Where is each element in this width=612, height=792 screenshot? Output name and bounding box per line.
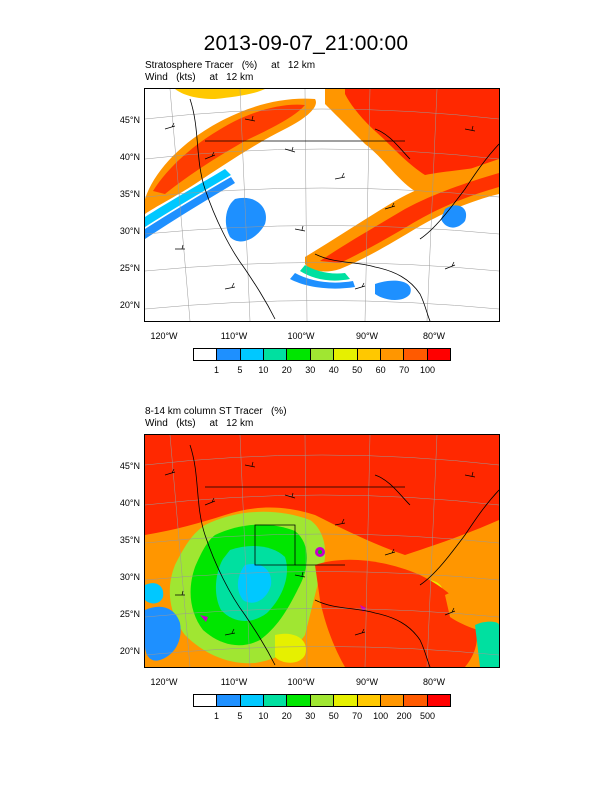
panel1-title-line2: Wind (kts) at 12 km [145,72,254,83]
panel1-title-line1: Stratosphere Tracer (%) at 12 km [145,60,316,71]
colorbar-tick-label: 100 [420,365,436,375]
colorbar-swatch [217,349,241,360]
colorbar-swatch [427,349,450,360]
colorbar-swatch [357,695,381,706]
colorbar-tick-label: 100 [373,711,389,721]
panel2-lat-label: 45°N [119,461,140,471]
colorbar-swatch [404,695,428,706]
colorbar-swatch [240,695,265,706]
panel2-lon-label: 120°W [150,677,178,687]
panel1-map [144,88,500,322]
colorbar-tick-label: 60 [375,365,386,375]
panel1-lat-label: 45°N [119,115,140,125]
panel1-lon-label: 100°W [287,331,315,341]
colorbar-tick-label: 500 [420,711,436,721]
colorbar-swatch [404,349,428,360]
colorbar-swatch [380,349,405,360]
panel2-lon-label: 100°W [287,677,315,687]
colorbar-swatch [240,349,265,360]
colorbar-swatch [310,695,335,706]
panel1-lon-label: 110°W [220,331,248,341]
panel1-lon-label: 80°W [422,331,446,341]
colorbar-tick-label: 30 [305,365,316,375]
panel2-lat-label: 30°N [119,572,140,582]
panel1-colorbar [193,348,451,361]
colorbar-tick-label: 50 [328,711,339,721]
colorbar-tick-label: 50 [352,365,363,375]
tracer-field-northwest-band [145,98,316,214]
panel1-lat-label: 35°N [119,189,140,199]
panel2-title-line2: Wind (kts) at 12 km [145,418,254,429]
colorbar-tick-label: 30 [305,711,316,721]
colorbar-swatch [217,695,241,706]
panel2-lon-label: 90°W [355,677,379,687]
panel2-lat-label: 35°N [119,535,140,545]
colorbar-tick-label: 10 [258,711,269,721]
panel1-lon-label: 120°W [150,331,178,341]
panel2-lon-label: 110°W [220,677,248,687]
colorbar-swatch [194,695,218,706]
panel1-lat-label: 40°N [119,152,140,162]
colorbar-tick-label: 20 [281,365,292,375]
colorbar-tick-label: 1 [213,711,219,721]
panel1-lat-label: 25°N [119,263,140,273]
colorbar-swatch [357,349,381,360]
colorbar-tick-label: 5 [237,711,243,721]
colorbar-tick-label: 5 [237,365,243,375]
panel1-lon-label: 90°W [355,331,379,341]
colorbar-tick-label: 70 [399,365,410,375]
colorbar-tick-label: 200 [396,711,412,721]
panel2-lat-label: 40°N [119,498,140,508]
colorbar-tick-label: 1 [213,365,219,375]
colorbar-tick-label: 40 [328,365,339,375]
colorbar-swatch [427,695,450,706]
colorbar-swatch [287,695,311,706]
panel2-lon-label: 80°W [422,677,446,687]
page-title: 2013-09-07_21:00:00 [203,32,409,55]
colorbar-swatch [380,695,405,706]
colorbar-swatch [194,349,218,360]
panel2-lat-label: 20°N [119,646,140,656]
panel1-lat-label: 30°N [119,226,140,236]
panel2-title-line1: 8-14 km column ST Tracer (%) [145,406,287,417]
panel2-map [144,434,500,668]
colorbar-swatch [264,349,288,360]
colorbar-swatch [287,349,311,360]
colorbar-swatch [310,349,335,360]
panel1-lat-label: 20°N [119,300,140,310]
colorbar-tick-label: 70 [352,711,363,721]
colorbar-swatch [264,695,288,706]
colorbar-tick-label: 20 [281,711,292,721]
colorbar-swatch [334,349,358,360]
panel2-colorbar [193,694,451,707]
colorbar-swatch [334,695,358,706]
panel2-lat-label: 25°N [119,609,140,619]
colorbar-tick-label: 10 [258,365,269,375]
